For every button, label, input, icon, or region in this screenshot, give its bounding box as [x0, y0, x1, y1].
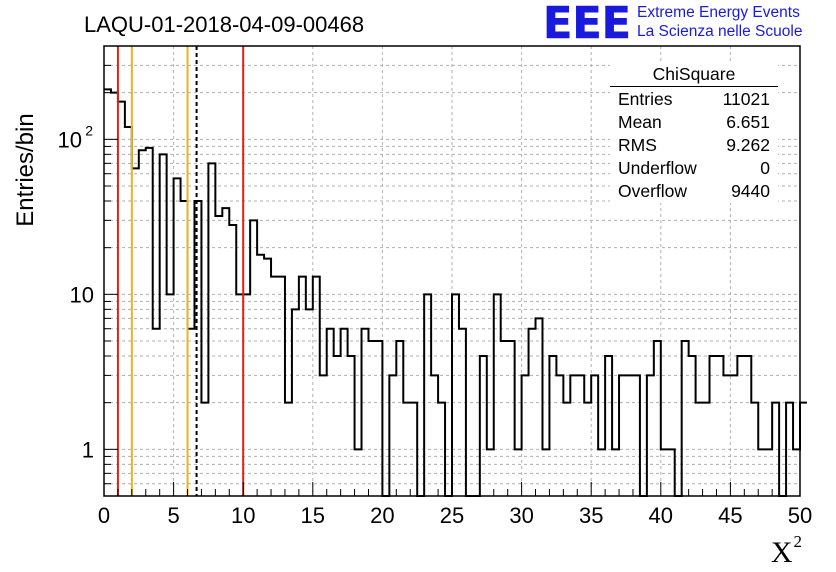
stats-row-rms: RMS 9.262: [610, 134, 778, 157]
x-axis-label: X2: [770, 532, 802, 570]
stats-value: 9.262: [726, 135, 770, 155]
stats-row-mean: Mean 6.651: [610, 111, 778, 134]
x-tick-label: 25: [440, 503, 464, 528]
stats-row-entries: Entries 11021: [610, 88, 778, 111]
x-tick-label: 0: [98, 503, 110, 528]
stats-title: ChiSquare: [610, 64, 778, 87]
stats-row-underflow: Underflow 0: [610, 157, 778, 180]
logo-mark: EEE: [543, 2, 631, 42]
logo-line-1: Extreme Energy Events: [637, 4, 800, 21]
x-tick-label: 50: [788, 503, 812, 528]
stats-value: 0: [760, 158, 770, 178]
logo-caption: Extreme Energy Events La Scienza nelle S…: [637, 3, 802, 41]
x-tick-label: 15: [301, 503, 325, 528]
x-tick-label: 40: [649, 503, 673, 528]
chart-title: LAQU-01-2018-04-09-00468: [84, 12, 365, 37]
stats-value: 11021: [722, 89, 770, 109]
y-axis-label: Entries/bin: [6, 110, 46, 230]
x-tick-label: 30: [509, 503, 533, 528]
y-tick-label: 10: [70, 282, 94, 307]
x-tick-label: 20: [370, 503, 394, 528]
x-tick-label: 45: [718, 503, 742, 528]
x-tick-label: 35: [579, 503, 603, 528]
stats-value: 6.651: [726, 112, 770, 132]
eee-logo: EEE: [543, 2, 631, 42]
x-tick-label: 5: [167, 503, 179, 528]
y-tick-label-exponent: 2: [85, 122, 93, 138]
stats-label: Entries: [618, 89, 673, 109]
stats-row-overflow: Overflow 9440: [610, 180, 778, 203]
x-axis-label-text: X: [770, 536, 793, 569]
y-tick-label: 10: [58, 127, 82, 152]
stats-label: Overflow: [618, 181, 688, 201]
y-tick-label: 1: [82, 437, 94, 462]
logo-line-2: La Scienza nelle Scuole: [637, 23, 803, 40]
stats-value: 9440: [731, 181, 770, 201]
x-axis-label-superscript: 2: [793, 532, 803, 551]
x-tick-label: 10: [231, 503, 255, 528]
stats-box: ChiSquare Entries 11021 Mean 6.651 RMS 9…: [610, 64, 778, 203]
stats-label: RMS: [618, 135, 657, 155]
y-axis-label-text: Entries/bin: [12, 113, 39, 227]
stats-label: Underflow: [618, 158, 697, 178]
stats-label: Mean: [618, 112, 662, 132]
